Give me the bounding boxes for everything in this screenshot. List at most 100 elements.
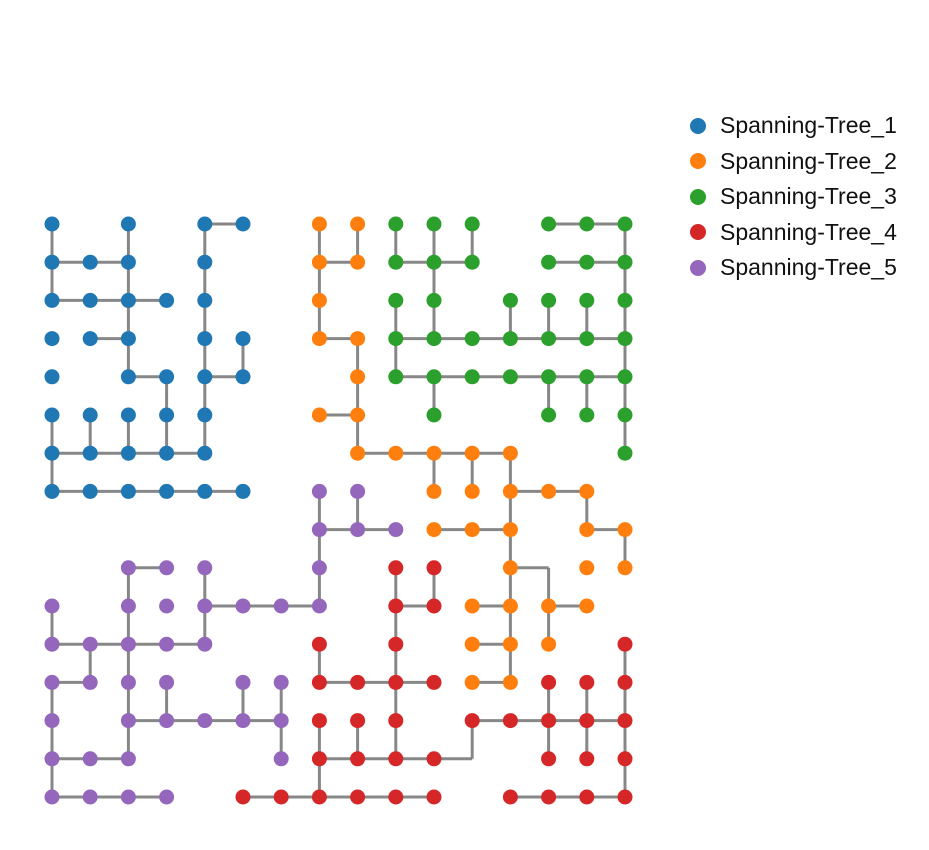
legend-item-spanning-tree-3: Spanning-Tree_3 xyxy=(690,179,897,215)
tree-2-node xyxy=(502,522,518,538)
tree-2-node xyxy=(502,674,518,690)
tree-2-node xyxy=(350,254,366,270)
legend-item-spanning-tree-1: Spanning-Tree_1 xyxy=(690,108,897,144)
tree-4-node xyxy=(311,674,327,690)
tree-1-node xyxy=(44,483,60,499)
tree-2-node xyxy=(350,407,366,423)
tree-5-node xyxy=(44,751,60,767)
tree-2-node xyxy=(311,292,327,308)
tree-3-node xyxy=(617,254,633,270)
tree-5-node xyxy=(388,522,404,538)
tree-3-node xyxy=(426,407,442,423)
tree-4-node xyxy=(426,674,442,690)
tree-2-node xyxy=(426,445,442,461)
tree-1-node xyxy=(120,445,136,461)
tree-2-node xyxy=(502,636,518,652)
tree-2-node xyxy=(350,445,366,461)
tree-4-node xyxy=(617,789,633,805)
tree-3-node xyxy=(388,369,404,385)
tree-1-node xyxy=(159,407,175,423)
tree-4-node xyxy=(502,713,518,729)
tree-2-node xyxy=(464,636,480,652)
tree-2-node xyxy=(579,483,595,499)
tree-5-node xyxy=(311,483,327,499)
tree-5-node xyxy=(44,598,60,614)
tree-4-node xyxy=(617,636,633,652)
tree-2-node xyxy=(311,216,327,232)
tree-1-node xyxy=(159,292,175,308)
tree-1-node xyxy=(82,254,98,270)
tree-1-node xyxy=(120,407,136,423)
tree-3-node xyxy=(541,254,557,270)
tree-3-node xyxy=(541,216,557,232)
tree-5-node xyxy=(159,560,175,576)
tree-1-node xyxy=(120,292,136,308)
tree-5-node xyxy=(197,598,213,614)
tree-2-node xyxy=(579,522,595,538)
tree-5-node xyxy=(44,636,60,652)
tree-2-node xyxy=(426,483,442,499)
tree-5-node xyxy=(120,674,136,690)
tree-4-node xyxy=(617,751,633,767)
tree-1-node xyxy=(235,216,251,232)
tree-5-node xyxy=(311,522,327,538)
tree-5-node xyxy=(350,522,366,538)
tree-4-node xyxy=(388,636,404,652)
tree-3-node xyxy=(541,331,557,347)
tree-5-node xyxy=(235,713,251,729)
tree-4-node xyxy=(388,713,404,729)
tree-4-node xyxy=(426,598,442,614)
tree-3-node xyxy=(502,369,518,385)
tree-3-node xyxy=(426,292,442,308)
tree-1-node xyxy=(120,369,136,385)
tree-5-node xyxy=(120,636,136,652)
legend-marker-icon xyxy=(690,153,706,170)
tree-3-node xyxy=(579,369,595,385)
tree-5-node xyxy=(235,674,251,690)
tree-2-node xyxy=(311,331,327,347)
tree-2-node xyxy=(464,674,480,690)
tree-4-node xyxy=(617,713,633,729)
tree-3-node xyxy=(388,331,404,347)
legend-item-spanning-tree-5: Spanning-Tree_5 xyxy=(690,250,897,286)
tree-5-node xyxy=(273,713,289,729)
tree-2-node xyxy=(388,445,404,461)
tree-5-node xyxy=(197,560,213,576)
tree-4-node xyxy=(426,789,442,805)
tree-2-node xyxy=(426,522,442,538)
tree-3-node xyxy=(426,216,442,232)
tree-1-node xyxy=(120,331,136,347)
tree-3-node xyxy=(388,254,404,270)
legend-label: Spanning-Tree_5 xyxy=(720,254,897,281)
tree-1-node xyxy=(159,445,175,461)
tree-4-node xyxy=(579,789,595,805)
legend-label: Spanning-Tree_2 xyxy=(720,147,897,174)
tree-2-node xyxy=(579,598,595,614)
tree-4-node xyxy=(311,789,327,805)
tree-3-node xyxy=(464,216,480,232)
tree-2-node xyxy=(541,598,557,614)
tree-5-node xyxy=(350,483,366,499)
tree-5-node xyxy=(197,713,213,729)
tree-1-node xyxy=(197,331,213,347)
tree-4-node xyxy=(426,560,442,576)
legend-item-spanning-tree-4: Spanning-Tree_4 xyxy=(690,215,897,251)
tree-1-node xyxy=(235,483,251,499)
tree-3-node xyxy=(579,216,595,232)
tree-1-node xyxy=(235,331,251,347)
tree-5-node xyxy=(235,598,251,614)
tree-5-node xyxy=(159,674,175,690)
tree-4-node xyxy=(350,674,366,690)
tree-2-node xyxy=(502,560,518,576)
tree-5-node xyxy=(82,636,98,652)
tree-4-node xyxy=(388,789,404,805)
tree-2-node xyxy=(541,483,557,499)
legend-label: Spanning-Tree_3 xyxy=(720,183,897,210)
tree-3-node xyxy=(579,292,595,308)
tree-2-node xyxy=(502,445,518,461)
tree-4-node xyxy=(579,674,595,690)
tree-4-node xyxy=(541,713,557,729)
tree-1-node xyxy=(44,254,60,270)
legend-marker-icon xyxy=(690,117,706,134)
tree-1-node xyxy=(197,445,213,461)
